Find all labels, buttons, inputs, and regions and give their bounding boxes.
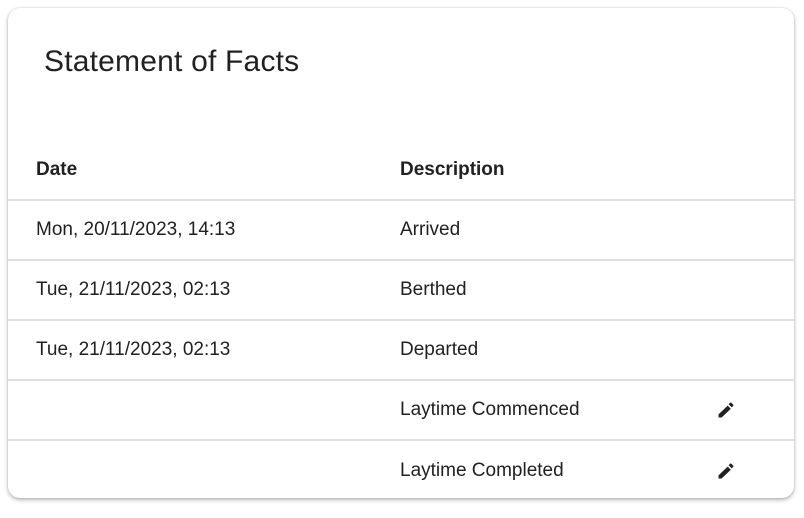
column-header-description: Description <box>400 140 714 201</box>
date-cell: Mon, 20/11/2023, 14:13 <box>8 200 400 261</box>
statement-of-facts-card: Statement of Facts Date Description Mon,… <box>8 8 794 498</box>
description-cell: Berthed <box>400 260 714 321</box>
table-row: Tue, 21/11/2023, 02:13 Berthed <box>8 260 794 321</box>
description-cell: Departed <box>400 320 714 381</box>
page-title: Statement of Facts <box>44 45 300 78</box>
edit-button[interactable] <box>714 459 738 483</box>
table-header-row: Date Description <box>8 140 794 201</box>
date-cell <box>8 380 400 441</box>
pencil-icon <box>718 462 734 478</box>
edit-button[interactable] <box>714 398 738 422</box>
table-row: Mon, 20/11/2023, 14:13 Arrived <box>8 200 794 261</box>
table-row: Laytime Completed <box>8 440 794 498</box>
pencil-icon <box>718 402 734 418</box>
description-cell: Laytime Completed <box>400 459 564 481</box>
description-cell: Laytime Commenced <box>400 380 714 441</box>
date-cell <box>8 440 400 498</box>
facts-table: Date Description Mon, 20/11/2023, 14:13 … <box>8 140 794 498</box>
date-cell: Tue, 21/11/2023, 02:13 <box>8 260 400 321</box>
table-body: Mon, 20/11/2023, 14:13 Arrived Tue, 21/1… <box>8 200 794 498</box>
column-header-actions <box>714 140 794 201</box>
table-row: Laytime Commenced <box>8 380 794 441</box>
column-header-date: Date <box>8 140 400 201</box>
table-row: Tue, 21/11/2023, 02:13 Departed <box>8 320 794 381</box>
description-cell: Arrived <box>400 200 714 261</box>
date-cell: Tue, 21/11/2023, 02:13 <box>8 320 400 381</box>
